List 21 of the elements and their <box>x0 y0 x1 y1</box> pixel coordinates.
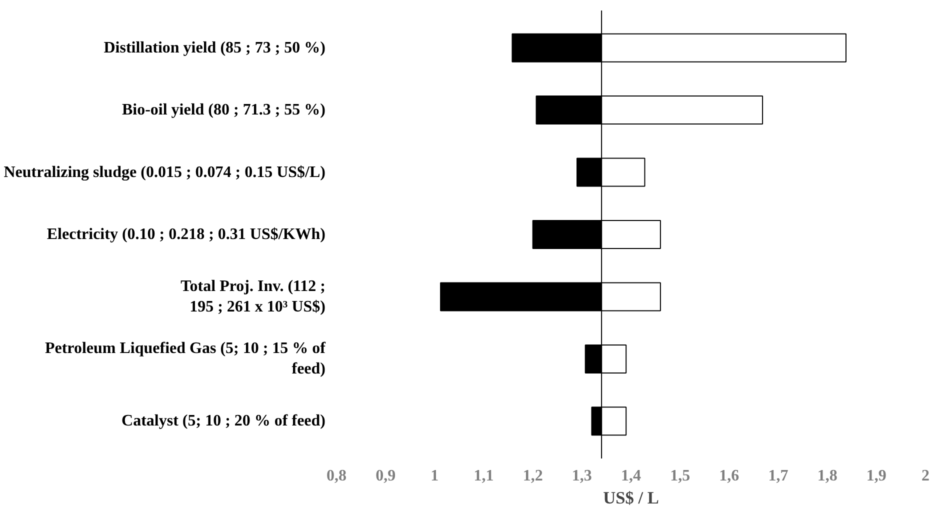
x-tick-label: 1,3 <box>572 468 592 484</box>
x-tick-label: 0,8 <box>326 468 346 484</box>
x-tick-label: 1,9 <box>866 468 886 484</box>
y-tick-label: Petroleum Liquefied Gas (5; 10 ; 15 % of feed) <box>44 340 326 378</box>
y-tick-label: Neutralizing sludge (0.015 ; 0.074 ; 0.15 US$/L) <box>4 164 326 181</box>
x-tick-label: 1,1 <box>474 468 494 484</box>
x-tick-label: 1,2 <box>522 468 543 484</box>
x-tick-label: 1,8 <box>817 468 838 484</box>
y-tick-label: Bio-oil yield (80 ; 71.3 ; 55 %) <box>122 102 326 119</box>
x-tick-label: 1,6 <box>719 468 740 484</box>
x-tick-label: 2 <box>922 468 930 484</box>
y-tick-label: Catalyst (5; 10 ; 20 % of feed) <box>122 412 326 430</box>
x-tick-label: 1 <box>430 468 439 484</box>
x-axis-title: US$ / L <box>603 488 659 508</box>
x-tick-label: 1,4 <box>621 468 641 484</box>
y-tick-label: Electricity (0.10 ; 0.218 ; 0.31 US$/KWh) <box>46 226 326 243</box>
x-tick-label: 0,9 <box>376 468 396 484</box>
y-tick-label: Distillation yield (85 ; 73 ; 50 %) <box>104 39 326 56</box>
x-tick-label: 1,7 <box>768 468 788 484</box>
y-tick-label: Total Proj. Inv. (112 ; 195 ; 261 x 10³ US$) <box>180 278 326 316</box>
x-tick-label: 1,5 <box>670 468 690 484</box>
